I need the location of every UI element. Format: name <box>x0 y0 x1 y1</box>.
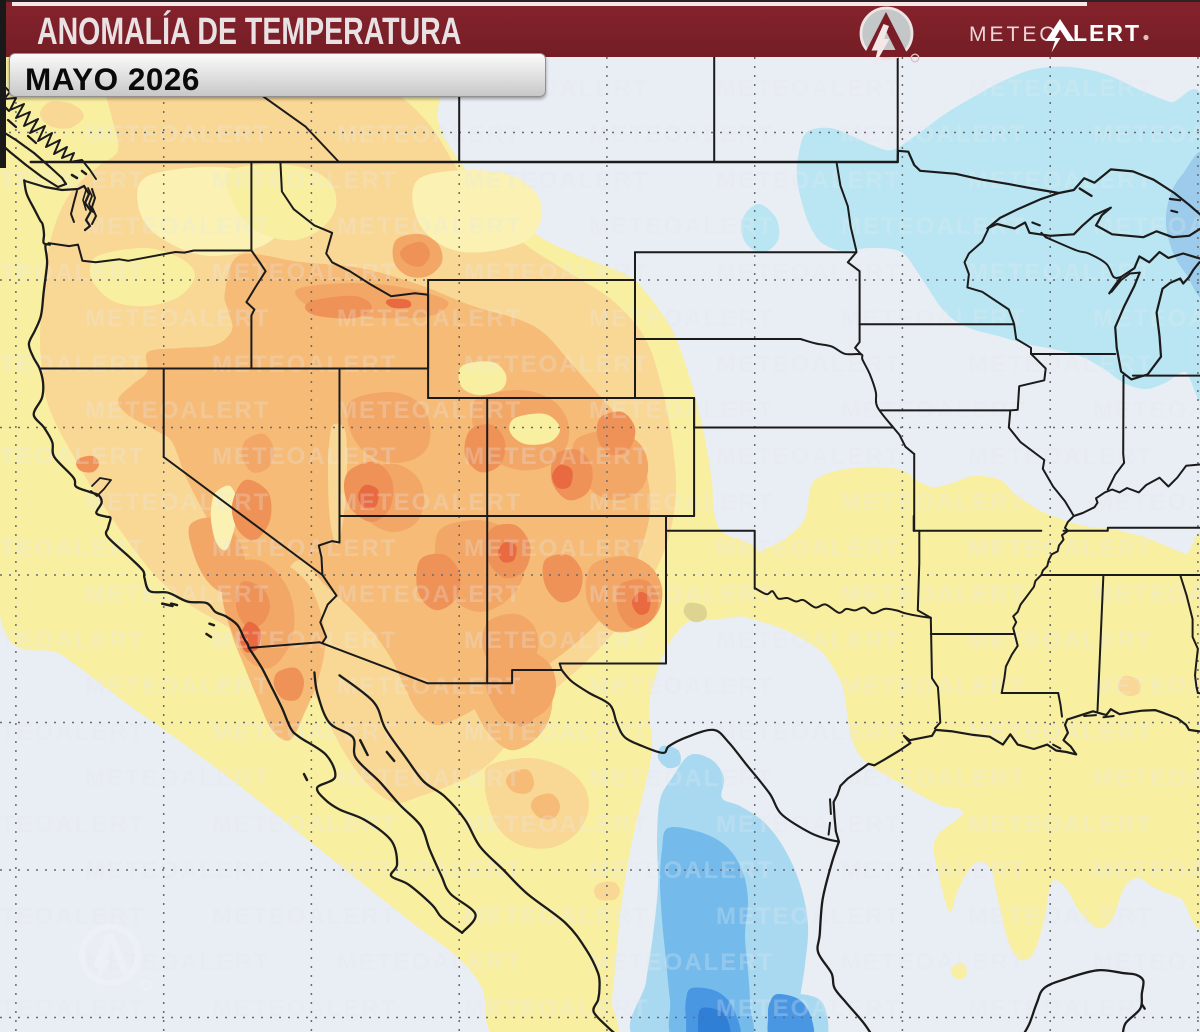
svg-text:METEOALERT: METEOALERT <box>464 259 649 286</box>
svg-text:METEOALERT: METEOALERT <box>337 213 522 240</box>
svg-text:LERT: LERT <box>1073 20 1141 46</box>
svg-text:METEOALERT: METEOALERT <box>0 535 145 562</box>
svg-text:METEOALERT: METEOALERT <box>212 259 397 286</box>
svg-text:METEOALERT: METEOALERT <box>589 857 774 884</box>
svg-text:METEOALERT: METEOALERT <box>337 489 522 516</box>
svg-text:METEOALERT: METEOALERT <box>85 857 270 884</box>
svg-text:METEOALERT: METEOALERT <box>716 811 901 838</box>
svg-text:METEOALERT: METEOALERT <box>85 581 270 608</box>
svg-text:METEOALERT: METEOALERT <box>337 673 522 700</box>
svg-text:METEOALERT: METEOALERT <box>968 995 1153 1022</box>
svg-text:METEOALERT: METEOALERT <box>716 75 901 102</box>
svg-text:METEOALERT: METEOALERT <box>1093 857 1200 884</box>
svg-text:METEOALERT: METEOALERT <box>1093 765 1200 792</box>
svg-text:METEOALERT: METEOALERT <box>589 673 774 700</box>
svg-text:METEOALERT: METEOALERT <box>337 305 522 332</box>
svg-text:METEOALERT: METEOALERT <box>841 949 1026 976</box>
svg-text:METEO: METEO <box>969 23 1059 46</box>
svg-text:METEOALERT: METEOALERT <box>337 949 522 976</box>
svg-text:METEOALERT: METEOALERT <box>464 167 649 194</box>
svg-text:METEOALERT: METEOALERT <box>337 765 522 792</box>
svg-text:METEOALERT: METEOALERT <box>212 535 397 562</box>
svg-text:METEOALERT: METEOALERT <box>716 443 901 470</box>
svg-text:METEOALERT: METEOALERT <box>0 259 145 286</box>
svg-text:METEOALERT: METEOALERT <box>85 213 270 240</box>
svg-text:METEOALERT: METEOALERT <box>0 811 145 838</box>
svg-text:METEOALERT: METEOALERT <box>464 903 649 930</box>
svg-text:METEOALERT: METEOALERT <box>589 489 774 516</box>
svg-text:METEOALERT: METEOALERT <box>841 673 1026 700</box>
svg-text:METEOALERT: METEOALERT <box>1093 121 1200 148</box>
svg-text:METEOALERT: METEOALERT <box>337 857 522 884</box>
svg-text:METEOALERT: METEOALERT <box>716 627 901 654</box>
svg-text:METEOALERT: METEOALERT <box>589 765 774 792</box>
svg-text:METEOALERT: METEOALERT <box>212 627 397 654</box>
svg-text:METEOALERT: METEOALERT <box>716 903 901 930</box>
svg-text:METEOALERT: METEOALERT <box>968 903 1153 930</box>
svg-text:METEOALERT: METEOALERT <box>85 489 270 516</box>
svg-text:METEOALERT: METEOALERT <box>212 903 397 930</box>
svg-text:METEOALERT: METEOALERT <box>968 443 1153 470</box>
svg-text:METEOALERT: METEOALERT <box>212 719 397 746</box>
svg-text:METEOALERT: METEOALERT <box>968 811 1153 838</box>
svg-text:METEOALERT: METEOALERT <box>589 121 774 148</box>
svg-text:METEOALERT: METEOALERT <box>464 627 649 654</box>
svg-text:METEOALERT: METEOALERT <box>968 627 1153 654</box>
svg-text:METEOALERT: METEOALERT <box>0 627 145 654</box>
svg-text:METEOALERT: METEOALERT <box>212 351 397 378</box>
svg-text:METEOALERT: METEOALERT <box>85 121 270 148</box>
svg-text:METEOALERT: METEOALERT <box>841 857 1026 884</box>
svg-text:METEOALERT: METEOALERT <box>0 903 145 930</box>
svg-text:METEOALERT: METEOALERT <box>464 811 649 838</box>
svg-text:METEOALERT: METEOALERT <box>337 581 522 608</box>
svg-text:METEOALERT: METEOALERT <box>841 213 1026 240</box>
svg-text:METEOALERT: METEOALERT <box>841 581 1026 608</box>
svg-text:METEOALERT: METEOALERT <box>716 259 901 286</box>
svg-text:METEOALERT: METEOALERT <box>1093 489 1200 516</box>
svg-text:METEOALERT: METEOALERT <box>337 397 522 424</box>
svg-text:METEOALERT: METEOALERT <box>85 397 270 424</box>
svg-text:METEOALERT: METEOALERT <box>337 121 522 148</box>
svg-text:METEOALERT: METEOALERT <box>0 443 145 470</box>
svg-text:METEOALERT: METEOALERT <box>1093 673 1200 700</box>
svg-text:METEOALERT: METEOALERT <box>464 351 649 378</box>
svg-text:METEOALERT: METEOALERT <box>841 765 1026 792</box>
svg-text:METEOALERT: METEOALERT <box>85 765 270 792</box>
svg-text:METEOALERT: METEOALERT <box>716 535 901 562</box>
svg-text:METEOALERT: METEOALERT <box>85 673 270 700</box>
svg-text:METEOALERT: METEOALERT <box>85 949 270 976</box>
svg-text:METEOALERT: METEOALERT <box>589 305 774 332</box>
svg-text:METEOALERT: METEOALERT <box>1093 397 1200 424</box>
svg-text:METEOALERT: METEOALERT <box>0 351 145 378</box>
svg-text:METEOALERT: METEOALERT <box>589 949 774 976</box>
svg-text:METEOALERT: METEOALERT <box>589 581 774 608</box>
svg-text:METEOALERT: METEOALERT <box>968 535 1153 562</box>
svg-text:METEOALERT: METEOALERT <box>716 719 901 746</box>
svg-text:METEOALERT: METEOALERT <box>968 167 1153 194</box>
svg-text:METEOALERT: METEOALERT <box>1093 949 1200 976</box>
svg-text:METEOALERT: METEOALERT <box>968 75 1153 102</box>
svg-text:METEOALERT: METEOALERT <box>85 305 270 332</box>
svg-text:METEOALERT: METEOALERT <box>212 811 397 838</box>
svg-text:METEOALERT: METEOALERT <box>0 719 145 746</box>
svg-text:METEOALERT: METEOALERT <box>1093 305 1200 332</box>
svg-text:METEOALERT: METEOALERT <box>212 443 397 470</box>
svg-text:METEOALERT: METEOALERT <box>589 213 774 240</box>
svg-text:METEOALERT: METEOALERT <box>464 443 649 470</box>
svg-text:METEOALERT: METEOALERT <box>1093 581 1200 608</box>
svg-text:METEOALERT: METEOALERT <box>716 167 901 194</box>
svg-text:METEOALERT: METEOALERT <box>212 167 397 194</box>
svg-text:METEOALERT: METEOALERT <box>589 397 774 424</box>
svg-text:METEOALERT: METEOALERT <box>841 305 1026 332</box>
svg-text:METEOALERT: METEOALERT <box>841 121 1026 148</box>
svg-text:METEOALERT: METEOALERT <box>716 351 901 378</box>
svg-text:METEOALERT: METEOALERT <box>841 489 1026 516</box>
svg-text:METEOALERT: METEOALERT <box>968 259 1153 286</box>
svg-text:METEOALERT: METEOALERT <box>464 535 649 562</box>
